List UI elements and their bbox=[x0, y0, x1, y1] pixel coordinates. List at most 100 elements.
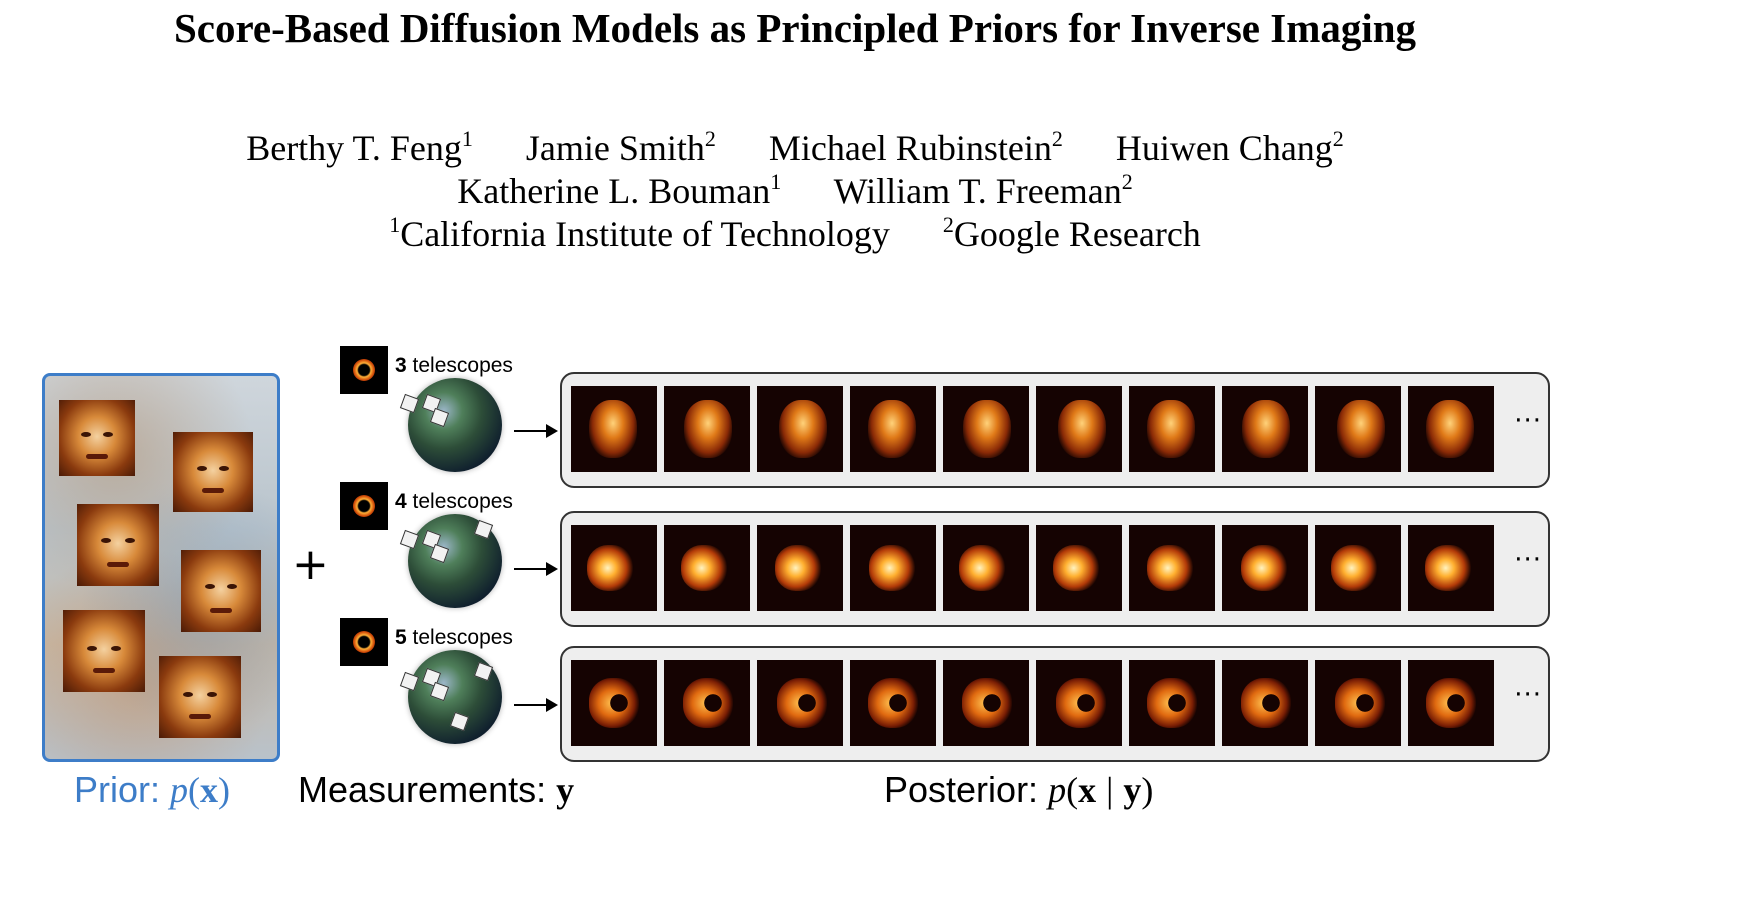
posterior-sample-image bbox=[943, 660, 1029, 746]
posterior-sample-image bbox=[1036, 386, 1122, 472]
emission-blob bbox=[1147, 678, 1197, 728]
emission-blob bbox=[683, 678, 733, 728]
posterior-math-y: y bbox=[1123, 770, 1142, 810]
posterior-sample-image bbox=[1129, 525, 1215, 611]
posterior-sample-image bbox=[571, 525, 657, 611]
emission-blob bbox=[779, 400, 827, 458]
emission-blob bbox=[684, 400, 732, 458]
posterior-sample-image bbox=[664, 525, 750, 611]
earth-globe-icon bbox=[408, 378, 502, 472]
emission-blob bbox=[1058, 400, 1106, 458]
posterior-sample-image bbox=[571, 386, 657, 472]
ellipsis: ··· bbox=[1514, 545, 1542, 575]
posterior-sample-image bbox=[850, 525, 936, 611]
affiliation-name: Google Research bbox=[953, 214, 1201, 254]
posterior-sample-image bbox=[1222, 660, 1308, 746]
measurements-caption: Measurements: y bbox=[298, 767, 574, 813]
telescope-label: 4 telescopes bbox=[395, 490, 513, 513]
posterior-sample-image bbox=[1036, 525, 1122, 611]
posterior-sample-image bbox=[850, 660, 936, 746]
emission-blob bbox=[1241, 678, 1291, 728]
ellipsis: ··· bbox=[1514, 680, 1542, 710]
plus-sign: + bbox=[292, 539, 329, 590]
author-name: Michael Rubinstein bbox=[768, 128, 1052, 168]
posterior-sample-image bbox=[1222, 386, 1308, 472]
posterior-sample-image bbox=[943, 386, 1029, 472]
emission-blob bbox=[1053, 545, 1099, 591]
emission-blob bbox=[1425, 545, 1471, 591]
affiliation-name: California Institute of Technology bbox=[400, 214, 890, 254]
posterior-sample-image bbox=[1408, 386, 1494, 472]
author-name: Huiwen Chang bbox=[1115, 128, 1333, 168]
measurement-4-telescopes: 4 telescopes bbox=[340, 482, 530, 614]
posterior-label: Posterior: bbox=[884, 769, 1039, 810]
prior-math-x: x bbox=[200, 770, 219, 810]
emission-blob bbox=[1331, 545, 1377, 591]
posterior-sample-image bbox=[757, 525, 843, 611]
prior-face-panel bbox=[42, 373, 280, 762]
affiliation-number: 1 bbox=[389, 212, 401, 237]
emission-blob bbox=[1337, 400, 1385, 458]
measurement-5-telescopes: 5 telescopes bbox=[340, 618, 530, 750]
author-affiliation-mark: 2 bbox=[1332, 126, 1344, 151]
author-affiliation-mark: 1 bbox=[461, 126, 473, 151]
posterior-sample-image bbox=[850, 386, 936, 472]
arrow-icon bbox=[514, 562, 558, 576]
arrow-icon bbox=[514, 424, 558, 438]
posterior-samples-row-3: ··· bbox=[560, 372, 1550, 488]
posterior-sample-image bbox=[1408, 525, 1494, 611]
author-affiliation-mark: 2 bbox=[1121, 169, 1133, 194]
emission-blob bbox=[868, 678, 918, 728]
posterior-sample-image bbox=[664, 660, 750, 746]
author-affiliation-mark: 2 bbox=[704, 126, 716, 151]
posterior-sample-image bbox=[1315, 525, 1401, 611]
emission-blob bbox=[868, 400, 916, 458]
posterior-samples-row-4: ··· bbox=[560, 511, 1550, 627]
affiliations-line: 1California Institute of Technology 2Goo… bbox=[0, 212, 1590, 256]
author-affiliation-mark: 1 bbox=[770, 169, 782, 194]
authors-line-1: Berthy T. Feng1 Jamie Smith2 Michael Rub… bbox=[0, 126, 1590, 170]
emission-blob bbox=[962, 678, 1012, 728]
paper-title: Score-Based Diffusion Models as Principl… bbox=[173, 5, 1417, 51]
ellipsis: ··· bbox=[1514, 406, 1542, 436]
posterior-sample-image bbox=[943, 525, 1029, 611]
arrow-icon bbox=[514, 698, 558, 712]
posterior-sample-image bbox=[1408, 660, 1494, 746]
prior-math-p: p bbox=[170, 770, 189, 810]
face-image bbox=[59, 400, 135, 476]
posterior-caption: Posterior: p(x | y) bbox=[884, 767, 1153, 813]
posterior-sample-image bbox=[1222, 525, 1308, 611]
emission-blob bbox=[1147, 545, 1193, 591]
emission-blob bbox=[775, 545, 821, 591]
posterior-sample-image bbox=[1315, 386, 1401, 472]
earth-globe-icon bbox=[408, 650, 502, 744]
face-image bbox=[173, 432, 253, 512]
black-hole-thumbnail bbox=[340, 618, 388, 666]
measurements-math-y: y bbox=[556, 770, 575, 810]
posterior-sample-image bbox=[757, 660, 843, 746]
emission-blob bbox=[681, 545, 727, 591]
emission-blob bbox=[1056, 678, 1106, 728]
prior-math-close: ) bbox=[218, 770, 231, 810]
emission-blob bbox=[959, 545, 1005, 591]
emission-blob bbox=[589, 400, 637, 458]
author-name: Katherine L. Bouman bbox=[457, 171, 771, 211]
prior-math-open: ( bbox=[188, 770, 201, 810]
measurements-label: Measurements: bbox=[298, 769, 547, 810]
face-image bbox=[63, 610, 145, 692]
posterior-sample-image bbox=[1315, 660, 1401, 746]
face-image bbox=[159, 656, 241, 738]
emission-blob bbox=[777, 678, 827, 728]
posterior-sample-image bbox=[1129, 386, 1215, 472]
face-image bbox=[77, 504, 159, 586]
measurement-3-telescopes: 3 telescopes bbox=[340, 346, 530, 478]
author-name: Jamie Smith bbox=[525, 128, 705, 168]
emission-blob bbox=[1426, 400, 1474, 458]
posterior-sample-image bbox=[1036, 660, 1122, 746]
emission-blob bbox=[1241, 545, 1287, 591]
author-name: Berthy T. Feng bbox=[246, 128, 462, 168]
posterior-samples-row-5: ··· bbox=[560, 646, 1550, 762]
telescope-label: 3 telescopes bbox=[395, 354, 513, 377]
emission-blob bbox=[869, 545, 915, 591]
posterior-math-close: ) bbox=[1141, 770, 1154, 810]
